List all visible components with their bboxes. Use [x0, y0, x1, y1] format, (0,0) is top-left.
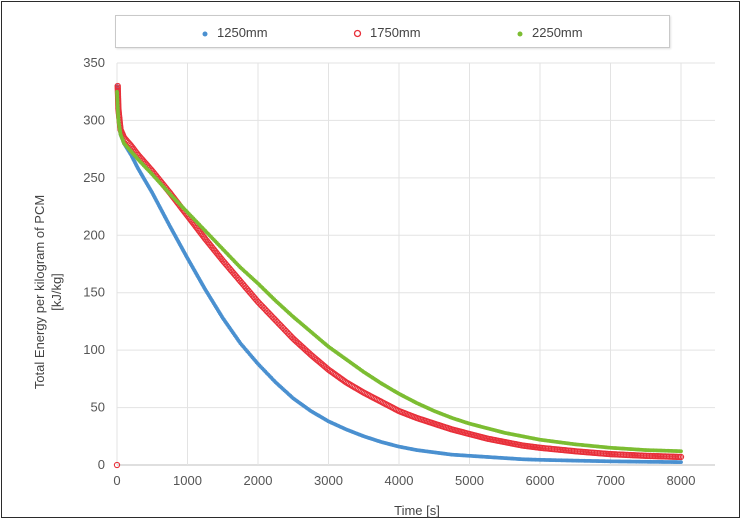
- legend-item-1750mm: 1750mm: [353, 25, 421, 40]
- y-tick-label: 200: [83, 227, 105, 242]
- y-tick-label: 100: [83, 342, 105, 357]
- legend-marker-1750mm: [353, 29, 362, 38]
- x-tick-label: 0: [113, 473, 120, 488]
- legend-marker-1250mm: [202, 31, 208, 37]
- legend-item-1250mm: 1250mm: [201, 25, 268, 40]
- legend-marker-2250mm: [517, 31, 523, 37]
- data-point: [677, 453, 685, 461]
- x-tick-label: 6000: [526, 473, 555, 488]
- y-axis-label-line-2: [kJ/kg]: [49, 273, 64, 311]
- data-point: [679, 460, 683, 465]
- y-tick-label: 50: [91, 400, 105, 415]
- x-tick-label: 5000: [455, 473, 484, 488]
- legend-label-2250mm: 2250mm: [532, 25, 583, 40]
- x-tick-label: 8000: [667, 473, 696, 488]
- legend-item-2250mm: 2250mm: [516, 25, 583, 40]
- legend-label-1750mm: 1750mm: [370, 25, 421, 40]
- series-1750mm: [113, 82, 685, 469]
- y-tick-label: 300: [83, 112, 105, 127]
- x-tick-label: 3000: [314, 473, 343, 488]
- data-point: [113, 461, 121, 469]
- x-tick-label: 4000: [385, 473, 414, 488]
- y-tick-labels: 0 50 100 150 200 250 300 350: [83, 55, 105, 472]
- grid: [116, 62, 715, 466]
- x-tick-label: 2000: [244, 473, 273, 488]
- x-tick-labels: 0 1000 2000 3000 4000 5000 6000 7000 8000: [113, 473, 695, 488]
- y-tick-label: 250: [83, 170, 105, 185]
- y-tick-label: 150: [83, 285, 105, 300]
- x-tick-label: 7000: [596, 473, 625, 488]
- y-axis-label-line-1: Total Energy per kilogram of PCM: [32, 195, 47, 389]
- legend: 1250mm 1750mm 2250mm: [115, 15, 670, 48]
- plot-area: [113, 82, 685, 469]
- x-axis-label: Time [s]: [394, 503, 440, 518]
- series-2250mm: [115, 89, 683, 454]
- x-tick-label: 1000: [173, 473, 202, 488]
- y-tick-label: 0: [98, 457, 105, 472]
- legend-label-1250mm: 1250mm: [217, 25, 268, 40]
- y-tick-label: 350: [83, 55, 105, 70]
- data-point: [679, 449, 683, 454]
